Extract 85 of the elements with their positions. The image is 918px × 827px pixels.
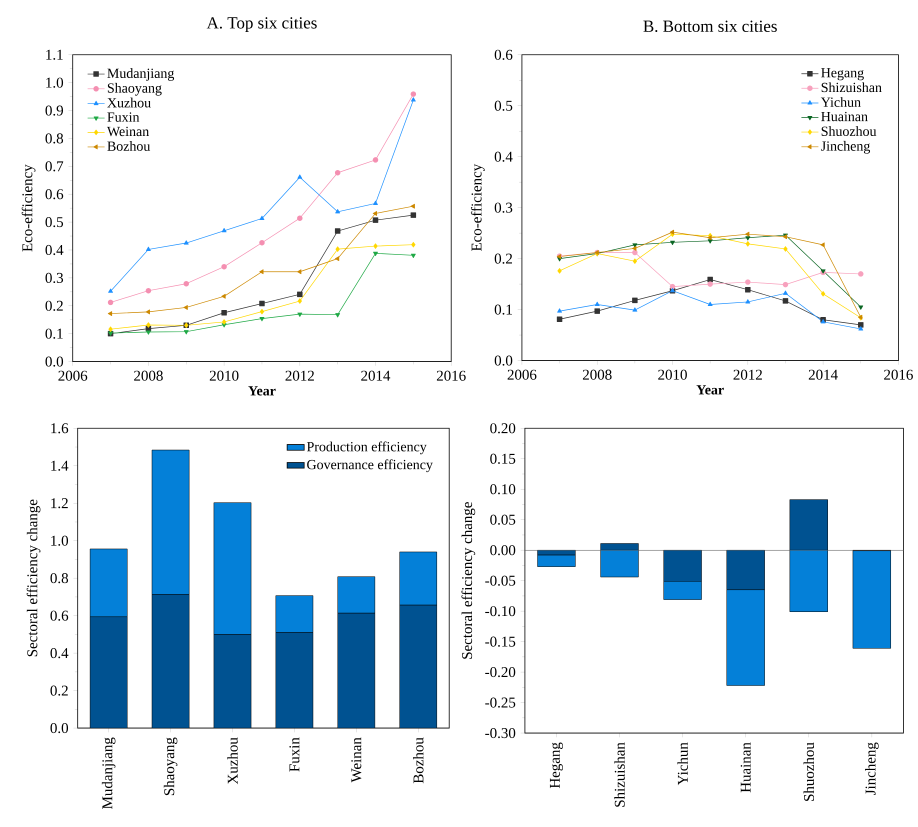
y-tick-label: -0.15 [485,636,516,647]
y-tick-label: -0.10 [485,606,516,616]
y-tick-label: 0.2 [494,254,512,264]
y-tick-label: 0.00 [490,545,516,556]
x-tick-label: 2016 [436,370,466,381]
y-tick-label: -0.20 [485,667,516,678]
x-tick-label: Xuzhou [227,738,238,784]
x-tick-label: 2012 [286,370,314,381]
x-tick-label: 2016 [884,370,913,380]
x-tick-label: 2014 [361,370,390,381]
legend-label: Shuozhou [822,126,876,136]
y-tick-label: 0.6 [494,50,512,60]
legend-label: Mudanjiang [107,68,174,82]
x-tick-label: 2008 [582,370,612,380]
chart-title: A. Top six cities [206,17,317,32]
legend-label: Hegang [821,68,864,80]
x-tick-label: Bozhou [413,738,424,784]
y-tick-label: 0.20 [490,423,516,434]
chart-title: B. Bottom six cities [643,20,777,32]
y-tick-label: -0.05 [485,576,516,586]
y-tick-label: 1.0 [46,78,64,88]
legend-label: Weinan [106,126,149,136]
x-tick-label: Jincheng [865,742,879,796]
legend-label: Xuzhou [107,98,151,108]
legend-label: Jincheng [821,141,870,154]
y-tick-label: 0.7 [46,161,64,172]
y-tick-label: 0.1 [494,304,512,315]
y-tick-label: 0.6 [50,610,68,621]
y-tick-label: 0.4 [494,152,513,162]
y-tick-label: 0.0 [46,356,64,367]
x-tick-label: 2006 [58,370,88,381]
y-axis-title: Eco-efficiency [470,164,485,252]
legend-label: Governance efficiency [307,459,433,472]
x-tick-label: 2006 [508,370,536,380]
y-tick-label: 1.4 [51,460,68,471]
x-tick-label: 2010 [658,370,687,380]
y-tick-label: 0.2 [46,300,63,312]
x-tick-label: Weinan [351,738,362,783]
y-tick-label: 0.15 [490,454,516,464]
y-tick-label: 0.4 [46,245,64,256]
y-tick-label: 0.1 [46,328,63,339]
x-tick-label: Fuxin [289,738,300,772]
x-tick-label: 2014 [808,370,838,380]
y-tick-label: 0.8 [50,573,68,584]
x-tick-label: Yichun [677,742,688,786]
x-tick-label: Huainan [740,742,751,792]
y-tick-label: 0.6 [46,189,64,200]
y-tick-label: 0.2 [50,686,68,696]
y-tick-label: 0.3 [46,272,64,284]
x-axis-title: Year [248,386,276,396]
x-tick-label: Shizuishan [614,742,625,807]
y-tick-label: 1.0 [51,536,68,546]
y-tick-label: 0.5 [494,100,512,111]
y-axis-title: Sectoral efficiency change [26,500,40,656]
legend-label: Bozhou [107,141,150,152]
legend-label: Shaoyang [108,83,162,96]
y-tick-label: -0.30 [485,728,516,738]
y-tick-label: 1.6 [51,423,68,434]
y-axis-title: Sectoral efficiency change [461,502,476,659]
x-tick-label: Shaoyang [164,738,178,796]
x-tick-label: Hegang [550,742,563,788]
y-tick-label: 0.05 [490,514,516,525]
legend-label: Yichun [820,97,861,108]
x-tick-label: 2008 [134,370,163,381]
y-tick-label: 0.5 [46,217,64,228]
x-tick-label: 2012 [734,370,762,380]
y-axis-title: Eco-efficiency [22,164,36,252]
x-tick-label: Shuozhou [804,742,814,802]
legend-label: Shizuishan [822,82,882,92]
y-tick-label: 0.3 [494,202,512,213]
legend-label: Fuxin [107,112,140,122]
x-tick-label: 2010 [210,370,238,381]
legend-label: Production efficiency [306,442,427,454]
x-tick-label: Mudanjiang [102,738,116,810]
y-tick-label: 0.9 [46,106,64,116]
y-tick-label: 0.0 [494,356,512,366]
y-tick-label: -0.25 [485,698,516,708]
y-tick-label: 0.10 [490,484,516,494]
y-tick-label: 0.8 [46,134,64,144]
y-tick-label: 1.2 [51,498,68,508]
x-axis-title: Year [696,385,724,395]
y-tick-label: 1.1 [46,50,63,60]
y-tick-label: 0.4 [50,648,68,658]
legend-label: Huainan [821,112,868,122]
y-tick-label: 0.0 [50,723,68,734]
